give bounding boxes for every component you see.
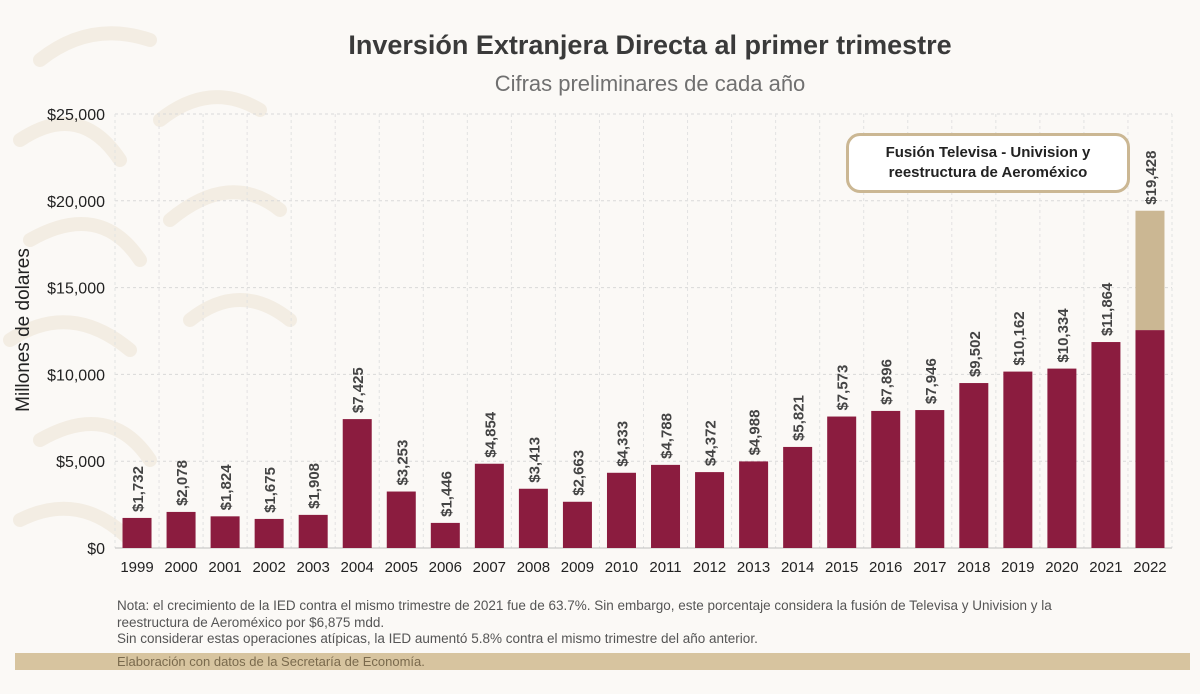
bar bbox=[1047, 368, 1077, 548]
bar-value-label: $3,413 bbox=[526, 437, 543, 483]
bar bbox=[606, 472, 636, 548]
x-tick-label: 2013 bbox=[737, 559, 770, 576]
y-tick-label: $15,000 bbox=[47, 281, 105, 298]
bar bbox=[871, 410, 901, 548]
bar-atypical-segment bbox=[1135, 210, 1165, 331]
source-credit: Elaboración con datos de la Secretaría d… bbox=[117, 654, 425, 669]
y-tick-label: $0 bbox=[87, 541, 105, 558]
bar bbox=[651, 464, 681, 548]
x-tick-label: 2007 bbox=[473, 559, 506, 576]
bar-value-label: $4,372 bbox=[703, 420, 720, 466]
bar-value-label: $7,573 bbox=[835, 365, 852, 411]
bar-value-label: $1,675 bbox=[262, 467, 279, 513]
bar-value-label: $4,854 bbox=[482, 411, 499, 458]
y-tick-label: $10,000 bbox=[47, 367, 105, 384]
x-tick-label: 2010 bbox=[605, 559, 638, 576]
x-tick-label: 2015 bbox=[825, 559, 858, 576]
bar bbox=[254, 518, 284, 548]
bar-value-label: $4,333 bbox=[614, 421, 631, 467]
bar bbox=[562, 501, 592, 548]
bar-value-label: $7,946 bbox=[923, 358, 940, 404]
bar-value-label: $10,162 bbox=[1011, 311, 1028, 365]
x-tick-label: 2016 bbox=[869, 559, 902, 576]
x-tick-label: 2011 bbox=[649, 559, 681, 576]
y-tick-label: $25,000 bbox=[47, 107, 105, 124]
bar-value-label: $19,428 bbox=[1143, 150, 1160, 204]
y-tick-label: $20,000 bbox=[47, 194, 105, 211]
bar bbox=[166, 511, 196, 548]
bar bbox=[474, 463, 504, 548]
x-tick-label: 2022 bbox=[1133, 559, 1166, 576]
x-tick-label: 2001 bbox=[208, 559, 241, 576]
bar bbox=[298, 514, 328, 548]
note-line-2: Sin considerar estas operaciones atípica… bbox=[117, 631, 758, 646]
x-tick-label: 2003 bbox=[297, 559, 330, 576]
bar-value-label: $1,824 bbox=[218, 464, 235, 511]
chart-title: Inversión Extranjera Directa al primer t… bbox=[348, 30, 952, 60]
x-tick-label: 2021 bbox=[1089, 559, 1122, 576]
bar-value-label: $9,502 bbox=[967, 331, 984, 377]
bar-value-label: $3,253 bbox=[394, 440, 411, 486]
bar bbox=[959, 383, 989, 548]
notes-block: Nota: el crecimiento de la IED contra el… bbox=[117, 598, 1077, 648]
bar bbox=[342, 419, 372, 548]
x-tick-label: 2018 bbox=[957, 559, 990, 576]
x-tick-label: 2009 bbox=[561, 559, 594, 576]
bar-value-label: $2,078 bbox=[174, 460, 191, 506]
x-tick-label: 2005 bbox=[385, 559, 418, 576]
bar-value-label: $4,788 bbox=[659, 413, 676, 459]
bar-value-label: $11,864 bbox=[1099, 282, 1116, 336]
bar-value-label: $1,732 bbox=[130, 466, 147, 512]
y-tick-label: $5,000 bbox=[56, 454, 105, 471]
bar bbox=[695, 472, 725, 548]
bar bbox=[518, 488, 548, 548]
bar-value-label: $4,988 bbox=[747, 410, 764, 456]
bar bbox=[739, 461, 769, 548]
x-tick-label: 2004 bbox=[341, 559, 374, 576]
x-tick-label: 2012 bbox=[693, 559, 726, 576]
x-tick-label: 2019 bbox=[1001, 559, 1034, 576]
footer-band bbox=[15, 653, 1190, 670]
y-axis-label: Millones de dolares bbox=[13, 248, 34, 412]
x-tick-label: 2008 bbox=[517, 559, 550, 576]
chart-subtitle: Cifras preliminares de cada año bbox=[494, 71, 806, 96]
bar-value-label: $2,663 bbox=[570, 450, 587, 496]
bar-value-label: $7,896 bbox=[879, 359, 896, 405]
bar bbox=[827, 416, 857, 548]
bar bbox=[783, 446, 813, 548]
note-line-1: Nota: el crecimiento de la IED contra el… bbox=[117, 598, 1052, 630]
bar bbox=[1091, 342, 1121, 548]
x-tick-label: 2006 bbox=[429, 559, 462, 576]
x-tick-label: 1999 bbox=[120, 559, 153, 576]
bar-value-label: $7,425 bbox=[350, 367, 367, 413]
bar-value-label: $5,821 bbox=[791, 395, 808, 441]
bar bbox=[210, 516, 240, 548]
bar bbox=[1135, 330, 1165, 548]
x-tick-label: 2002 bbox=[252, 559, 285, 576]
bar bbox=[1003, 371, 1033, 548]
bar bbox=[386, 491, 416, 548]
x-tick-label: 2017 bbox=[913, 559, 946, 576]
x-tick-label: 2014 bbox=[781, 559, 814, 576]
bar-chart: $0 $5,000 $10,000 $15,000 $20,000 $25,000 $1,7… bbox=[47, 107, 1173, 576]
x-tick-label: 2000 bbox=[164, 559, 197, 576]
atypical-annotation-box: Fusión Televisa - Univision y reestructu… bbox=[846, 133, 1130, 193]
bar bbox=[915, 410, 945, 548]
x-tick-label: 2020 bbox=[1045, 559, 1078, 576]
bar-value-label: $10,334 bbox=[1055, 308, 1072, 363]
bar bbox=[430, 522, 460, 548]
bar-value-label: $1,908 bbox=[306, 463, 323, 509]
bar bbox=[122, 517, 152, 548]
bar-value-label: $1,446 bbox=[438, 471, 455, 517]
